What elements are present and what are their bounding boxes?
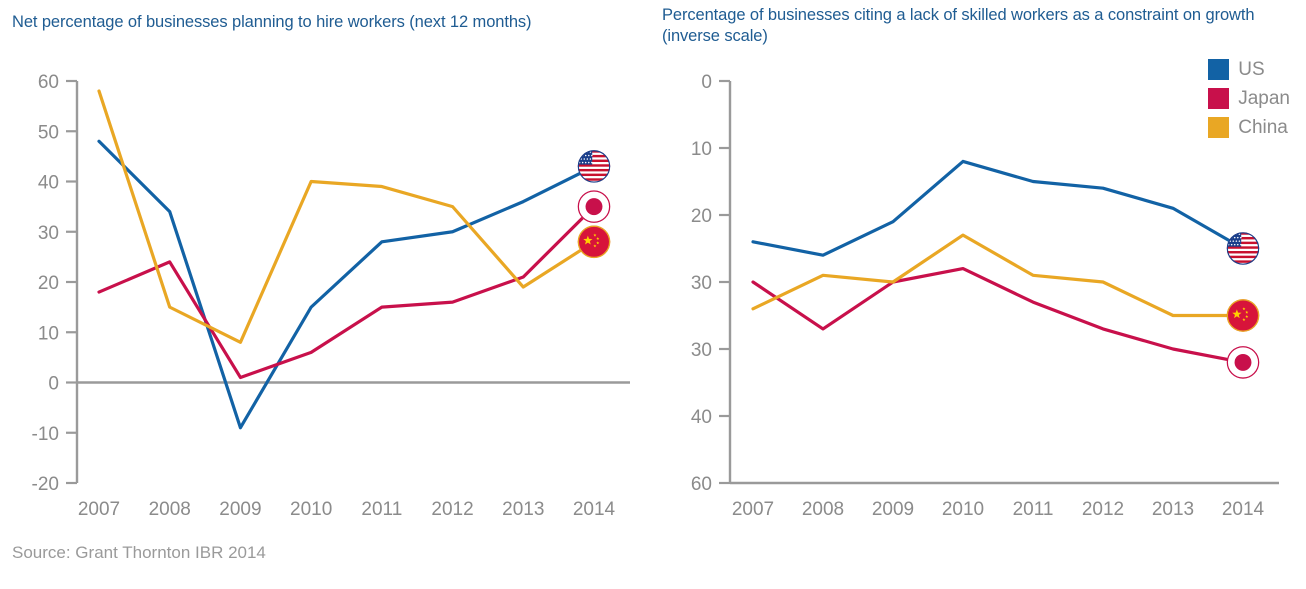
series-line-japan (751, 267, 1245, 364)
china-flag-icon (577, 224, 611, 259)
us-flag-icon (1225, 231, 1261, 267)
x-tick-label: 2014 (573, 499, 616, 520)
legend-item-us[interactable]: US (1208, 56, 1290, 82)
series-line-china (97, 89, 596, 344)
legend-item-label: US (1238, 58, 1265, 80)
x-tick-label: 2012 (431, 499, 473, 520)
y-tick-label: 40 (38, 173, 59, 194)
chart-panel-hiring: Net percentage of businesses planning to… (0, 0, 648, 589)
y-tick-label: 30 (691, 273, 712, 294)
source-note: Source: Grant Thornton IBR 2014 (12, 543, 266, 562)
y-tick-label: 30 (691, 340, 712, 361)
y-tick-label: 60 (691, 474, 712, 495)
legend-item-japan[interactable]: Japan (1208, 85, 1290, 111)
chart-title-hiring: Net percentage of businesses planning to… (12, 13, 532, 31)
us-flag-icon (576, 148, 612, 184)
legend-item-china[interactable]: China (1208, 114, 1290, 140)
series-line-us (751, 159, 1245, 257)
y-tick-label: 60 (38, 72, 59, 93)
y-tick-label: 0 (701, 72, 712, 93)
y-tick-label: 10 (38, 323, 59, 344)
legend-item-label: Japan (1238, 87, 1290, 109)
y-tick-label: 30 (38, 223, 59, 244)
x-tick-label: 2011 (361, 499, 402, 520)
x-tick-label: 2007 (78, 499, 120, 520)
y-tick-label: 10 (691, 139, 712, 160)
y-tick-label: 20 (38, 273, 59, 294)
x-tick-label: 2008 (149, 499, 191, 520)
china-flag-icon (1226, 298, 1260, 333)
x-tick-label: 2010 (942, 499, 984, 520)
y-tick-label: 0 (48, 374, 59, 395)
y-tick-label: 20 (691, 206, 712, 227)
legend-swatch-japan (1208, 87, 1230, 109)
legend-item-label: China (1238, 116, 1288, 138)
legend-swatch-china (1208, 116, 1230, 138)
y-tick-label: 50 (38, 122, 59, 143)
y-tick-label: -10 (32, 424, 59, 445)
series-line-japan (97, 205, 596, 380)
chart-title-skills: Percentage of businesses citing a lack o… (662, 6, 1255, 45)
x-tick-label: 2012 (1082, 499, 1124, 520)
x-tick-label: 2007 (732, 499, 774, 520)
chart-legend: US Japan China (1208, 56, 1290, 140)
x-tick-label: 2014 (1222, 499, 1265, 520)
chart-plot-skills: 0 10 20 30 30 40 60 2007 2008 2009 2010 2011 2012 201… (691, 72, 1279, 520)
japan-flag-icon (577, 189, 611, 224)
japan-flag-icon (1226, 345, 1260, 380)
chart-panel-skills: Percentage of businesses citing a lack o… (650, 0, 1306, 589)
x-tick-label: 2013 (502, 499, 544, 520)
x-tick-label: 2009 (872, 499, 914, 520)
y-tick-label: 40 (691, 407, 712, 428)
series-line-us (97, 139, 596, 430)
x-tick-label: 2009 (219, 499, 261, 520)
x-tick-label: 2013 (1152, 499, 1194, 520)
x-tick-label: 2008 (802, 499, 844, 520)
legend-swatch-us (1208, 58, 1230, 80)
x-tick-label: 2011 (1013, 499, 1054, 520)
series-line-china (751, 233, 1245, 318)
y-tick-label: -20 (32, 474, 59, 495)
x-tick-label: 2010 (290, 499, 332, 520)
